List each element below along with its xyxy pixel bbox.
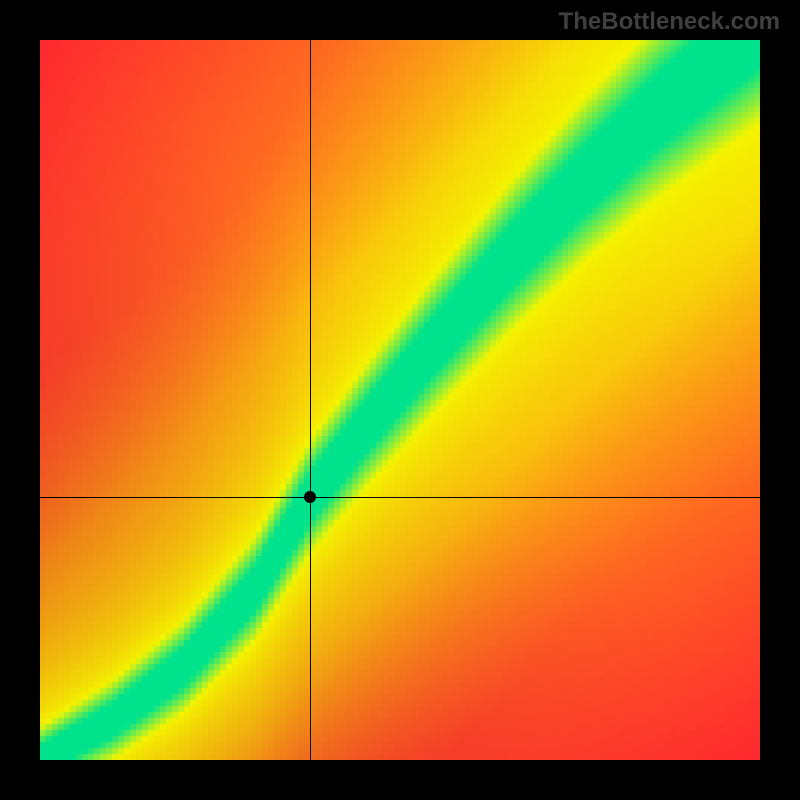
- heatmap-canvas: [40, 40, 760, 760]
- crosshair-marker-dot: [304, 491, 316, 503]
- watermark-text: TheBottleneck.com: [559, 8, 780, 36]
- heatmap-plot: [40, 40, 760, 760]
- crosshair-vertical: [310, 40, 311, 760]
- crosshair-horizontal: [40, 497, 760, 498]
